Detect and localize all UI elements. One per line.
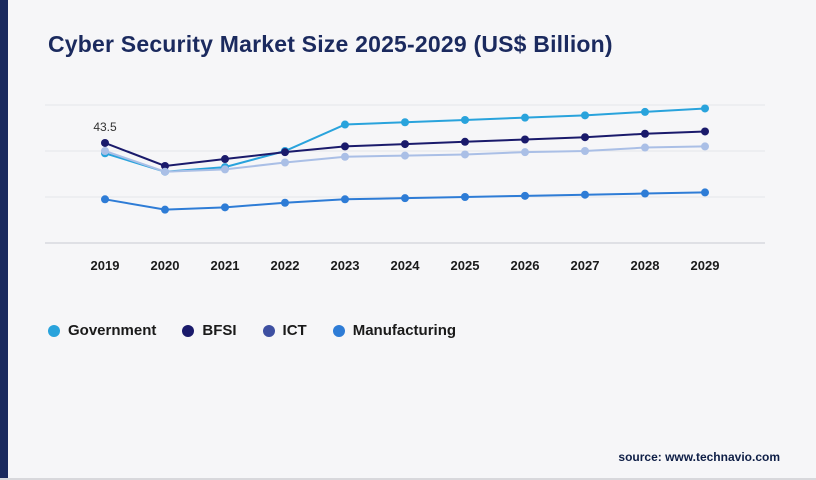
- data-point: [521, 148, 529, 157]
- data-point: [281, 198, 289, 207]
- data-point: [161, 161, 169, 170]
- data-point: [341, 142, 349, 151]
- data-point: [641, 129, 649, 138]
- data-label: 43.5: [93, 120, 117, 134]
- data-point: [101, 195, 109, 204]
- legend-item-bfsi: BFSI: [182, 322, 237, 339]
- data-point: [461, 150, 469, 159]
- data-point: [521, 191, 529, 200]
- legend-dot-icon: [332, 324, 345, 337]
- data-point: [461, 193, 469, 201]
- legend-label: Manufacturing: [352, 322, 457, 339]
- data-point: [221, 155, 229, 164]
- legend-dot-icon: [182, 324, 195, 337]
- x-tick-label: 2019: [91, 258, 120, 273]
- data-point: [401, 118, 409, 127]
- data-point: [281, 158, 289, 167]
- data-point: [221, 203, 229, 212]
- data-point: [581, 111, 589, 120]
- data-point: [701, 188, 709, 197]
- data-point: [161, 205, 169, 214]
- line-chart: 2019 2020 2021 2022 2023 2024 2025 2026 2027 2028…: [45, 104, 765, 273]
- data-point: [521, 113, 529, 122]
- source-note: source: www.technavio.com: [618, 450, 780, 464]
- data-point: [581, 190, 589, 199]
- data-point: [281, 148, 289, 157]
- data-point: [401, 140, 409, 149]
- data-point: [341, 195, 349, 204]
- data-point: [401, 194, 409, 203]
- legend-item-manufacturing: Manufacturing: [332, 322, 457, 339]
- legend-dot-icon: [48, 324, 60, 337]
- x-tick-label: 2020: [151, 258, 180, 273]
- data-point: [341, 152, 349, 161]
- data-point: [161, 167, 169, 176]
- x-tick-label: 2022: [271, 258, 300, 273]
- data-point: [701, 104, 709, 113]
- legend: Government BFSI ICT Manufacturing: [48, 322, 456, 339]
- data-point: [461, 137, 469, 146]
- legend-label: BFSI: [202, 322, 237, 339]
- x-tick-label: 2023: [331, 258, 360, 273]
- data-point: [701, 142, 709, 151]
- data-point: [521, 135, 529, 144]
- data-point: [641, 107, 649, 116]
- legend-item-government: Government: [48, 322, 156, 339]
- x-tick-label: 2029: [691, 258, 720, 273]
- x-tick-label: 2026: [511, 258, 540, 273]
- chart-area: 2019 2020 2021 2022 2023 2024 2025 2026 2027 2028…: [40, 95, 770, 295]
- legend-dot-icon: [262, 324, 275, 337]
- legend-label: ICT: [282, 322, 307, 339]
- data-point: [581, 133, 589, 142]
- data-point: [341, 120, 349, 129]
- data-point: [641, 189, 649, 198]
- x-tick-label: 2028: [631, 258, 660, 273]
- data-point: [581, 147, 589, 155]
- x-tick-label: 2024: [391, 258, 421, 273]
- data-point: [701, 127, 709, 136]
- data-point: [101, 138, 109, 147]
- chart-title: Cyber Security Market Size 2025-2029 (US…: [48, 31, 613, 58]
- legend-item-ict: ICT: [262, 322, 307, 339]
- legend-label: Government: [68, 322, 157, 339]
- data-point: [641, 143, 649, 152]
- data-point: [101, 147, 109, 155]
- x-tick-label: 2027: [571, 258, 600, 273]
- x-tick-label: 2025: [451, 258, 480, 273]
- data-point: [221, 165, 229, 174]
- data-point: [461, 115, 469, 124]
- x-tick-label: 2021: [211, 258, 240, 273]
- left-accent-bar: [0, 0, 8, 478]
- data-point: [401, 151, 409, 160]
